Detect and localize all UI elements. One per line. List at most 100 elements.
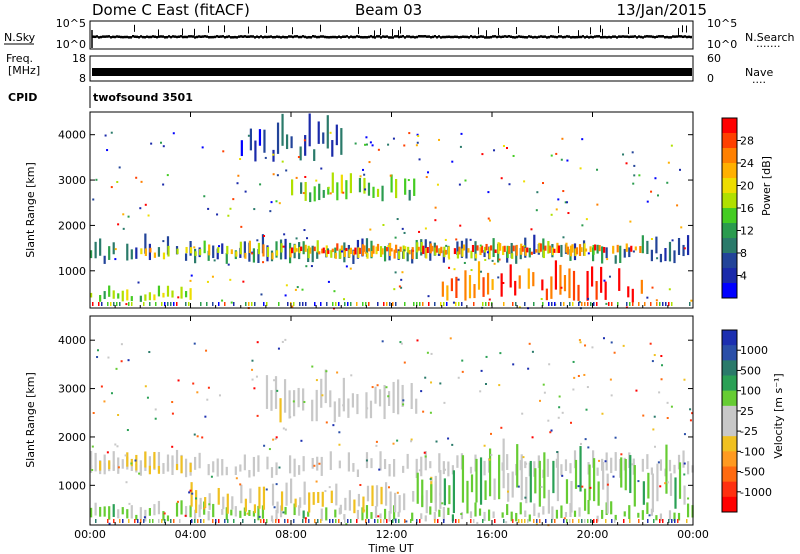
heatmap-cell [560, 244, 563, 257]
heatmap-speckle [295, 176, 298, 179]
nsky-trace-sample [112, 35, 114, 39]
nsky-trace-sample [234, 35, 236, 39]
heatmap-speckle [412, 249, 415, 252]
heatmap-speckle [315, 179, 318, 182]
heatmap-speckle [284, 294, 287, 297]
nsky-trace-sample [400, 35, 402, 38]
nsky-trace-sample [430, 35, 432, 39]
heatmap-cell [596, 244, 599, 254]
heatmap-cell [217, 247, 220, 253]
heatmap-nearrange [131, 302, 133, 306]
heatmap-speckle [246, 512, 249, 515]
heatmap-speckle [653, 445, 656, 448]
heatmap-nearrange [590, 519, 592, 523]
nsky-trace-sample [576, 35, 578, 39]
nsky-trace-sample [608, 35, 610, 39]
nsky-trace-sample [348, 36, 350, 39]
heatmap-nearrange [563, 519, 565, 523]
nsky-trace-sample [474, 35, 476, 39]
heatmap-speckle [517, 485, 520, 488]
heatmap-cell [659, 253, 663, 263]
heatmap-speckle [244, 190, 247, 193]
ytick-label: 1000 [58, 479, 86, 492]
nsky-trace-sample [464, 35, 466, 39]
nsky-trace-sample [324, 35, 326, 39]
heatmap-speckle [444, 238, 447, 241]
heatmap-speckle [117, 223, 120, 226]
heatmap-speckle [578, 301, 581, 304]
heatmap-speckle [239, 483, 242, 486]
heatmap-cell [162, 511, 165, 521]
nsky-spike [486, 30, 487, 38]
heatmap-cell [631, 288, 634, 303]
heatmap-speckle [427, 171, 430, 174]
heatmap-cell [677, 512, 681, 521]
heatmap-cell [461, 248, 464, 257]
heatmap-cell [208, 493, 211, 510]
heatmap-nearrange [143, 519, 145, 523]
heatmap-speckle [262, 261, 265, 264]
nsky-trace-sample [280, 36, 282, 39]
nsky-trace-sample [342, 35, 344, 38]
heatmap-nearrange [554, 302, 556, 306]
heatmap-cell [586, 270, 589, 301]
heatmap-speckle [648, 514, 651, 517]
nsky-trace-sample [314, 35, 316, 38]
heatmap-cell [348, 490, 351, 511]
nsky-trace-sample [686, 35, 688, 39]
heatmap-cell [298, 505, 301, 516]
heatmap-speckle [342, 191, 345, 194]
heatmap-nearrange [569, 302, 571, 306]
heatmap-cell [678, 462, 682, 499]
heatmap-speckle [326, 248, 329, 251]
heatmap-cell [519, 502, 522, 515]
heatmap-speckle [282, 245, 285, 248]
heatmap-speckle [460, 513, 463, 516]
heatmap-speckle [459, 145, 462, 148]
nsky-trace-sample [174, 35, 176, 38]
colorbar-segment [722, 208, 737, 224]
heatmap-nearrange [572, 519, 574, 523]
heatmap-cell [334, 252, 337, 259]
nsky-trace-sample [392, 36, 394, 39]
heatmap-speckle [434, 219, 437, 222]
heatmap-speckle [632, 250, 635, 253]
heatmap-cell [538, 242, 541, 253]
heatmap-nearrange [623, 519, 625, 523]
heatmap-cell [249, 128, 252, 151]
heatmap-cell [441, 281, 444, 297]
heatmap-cell [207, 464, 210, 476]
heatmap-cell [569, 245, 573, 257]
heatmap-cell [222, 496, 225, 510]
nsky-trace-sample [530, 35, 532, 39]
nsky-trace-sample [176, 35, 178, 39]
heatmap-speckle [229, 207, 232, 210]
heatmap-nearrange [293, 302, 295, 306]
heatmap-cell [198, 504, 201, 518]
heatmap-cell [446, 285, 449, 301]
time-axis: 00:00 04:00 08:00 12:00 16:00 20:00 00:00 [74, 112, 709, 541]
colorbar-segment [722, 178, 737, 194]
nsky-trace-sample [460, 35, 462, 39]
nsky-trace-sample [304, 35, 306, 39]
heatmap-cell [239, 510, 242, 518]
heatmap-cell [641, 235, 644, 254]
heatmap-speckle [687, 497, 690, 500]
power-colorbar-label: Power [dB] [760, 156, 773, 216]
nsky-trace-sample [180, 35, 182, 38]
heatmap-speckle [359, 175, 362, 178]
ytick-label: 4000 [58, 334, 86, 347]
heatmap-speckle [400, 286, 403, 289]
nsky-trace-sample [436, 35, 438, 39]
heatmap-cell [510, 511, 513, 522]
nave-right-tick-top: 60 [707, 52, 721, 65]
ytick-label: 1000 [58, 265, 86, 278]
heatmap-cell [351, 393, 355, 408]
nsky-trace-sample [668, 36, 670, 39]
heatmap-nearrange [440, 302, 442, 306]
heatmap-speckle [283, 233, 286, 236]
nsky-spike [292, 27, 293, 35]
heatmap-cell [470, 250, 473, 259]
